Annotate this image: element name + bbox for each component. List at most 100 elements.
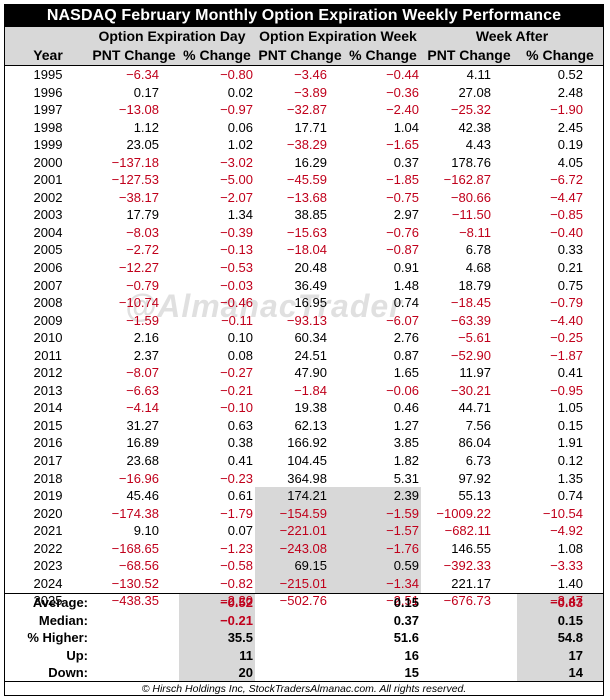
cell-w-pct: 0.87 [393, 347, 419, 363]
cell-d-pct: −0.27 [220, 365, 253, 381]
cell-d-pnt: −16.96 [118, 470, 159, 486]
cell-year: 2014 [33, 400, 63, 416]
header-column-row: Year PNT Change % Change PNT Change % Ch… [5, 46, 603, 66]
cell-d-pct: −0.97 [220, 102, 253, 118]
cell-w-pnt: 17.71 [294, 119, 327, 135]
cell-w-pnt: −1.84 [294, 382, 327, 398]
cell-a-pct: 2.45 [557, 119, 583, 135]
summary-value-w: 0.15 [393, 595, 419, 610]
cell-w-pct: −0.76 [386, 224, 419, 240]
cell-a-pnt: −162.87 [443, 172, 491, 188]
summary-label: Up: [66, 647, 88, 663]
cell-a-pnt: 4.68 [465, 260, 491, 276]
highlight-block-after-summary [517, 594, 603, 681]
table-row: 2019 45.46 0.61 174.21 2.39 55.13 0.74 [5, 487, 603, 505]
cell-d-pct: 0.08 [227, 347, 253, 363]
table-row: 2023 −68.56 −0.58 69.15 0.59 −392.33 −3.33 [5, 557, 603, 575]
cell-a-pct: −4.40 [550, 312, 583, 328]
summary-row: % Higher: 35.5 51.6 54.8 [5, 629, 603, 647]
cell-d-pct: 0.06 [227, 119, 253, 135]
cell-w-pct: −0.36 [386, 84, 419, 100]
cell-w-pct: −1.76 [386, 540, 419, 556]
cell-w-pnt: 364.98 [287, 470, 327, 486]
cell-year: 2004 [33, 224, 63, 240]
summary-value-a: 14 [568, 665, 583, 680]
cell-d-pct: −0.03 [220, 277, 253, 293]
cell-d-pnt: 1.12 [133, 119, 159, 135]
cell-a-pnt: 18.79 [458, 277, 491, 293]
cell-a-pnt: −676.73 [443, 593, 491, 609]
cell-w-pct: 2.39 [393, 488, 419, 504]
cell-d-pnt: 2.16 [133, 330, 159, 346]
cell-w-pnt: −38.29 [286, 137, 327, 153]
cell-year: 1996 [33, 84, 63, 100]
cell-w-pnt: 16.29 [294, 154, 327, 170]
table-row: 2005 −2.72 −0.13 −18.04 −0.87 6.78 0.33 [5, 241, 603, 259]
cell-w-pnt: 24.51 [294, 347, 327, 363]
cell-a-pnt: −25.32 [450, 102, 491, 118]
summary-label: Down: [48, 665, 88, 680]
cell-year: 2000 [33, 154, 63, 170]
cell-a-pnt: 4.11 [466, 67, 491, 82]
cell-w-pct: −1.85 [386, 172, 419, 188]
cell-d-pnt: −1.59 [126, 312, 159, 328]
cell-d-pct: −0.23 [220, 470, 253, 486]
cell-year: 2001 [33, 172, 63, 188]
cell-a-pnt: 7.56 [465, 417, 491, 433]
cell-year: 2013 [33, 382, 63, 398]
cell-d-pct: −0.10 [220, 400, 253, 416]
cell-w-pnt: −243.08 [279, 540, 327, 556]
cell-w-pct: −2.51 [386, 593, 419, 609]
table-row: 2025 −438.35 −2.20 −502.76 −2.51 −676.73 −3.47 [5, 592, 603, 610]
summary-value-d: 35.5 [227, 630, 253, 645]
cell-a-pnt: 6.78 [465, 242, 491, 258]
table-row: 2015 31.27 0.63 62.13 1.27 7.56 0.15 [5, 417, 603, 435]
cell-a-pct: 0.15 [557, 417, 583, 433]
cell-d-pct: 0.02 [227, 84, 253, 100]
table-row: 2002 −38.17 −2.07 −13.68 −0.75 −80.66 −4.47 [5, 189, 603, 207]
cell-year: 2016 [33, 435, 63, 451]
copyright-footer: © Hirsch Holdings Inc, StockTradersAlman… [5, 681, 603, 697]
cell-w-pnt: −18.04 [286, 242, 327, 258]
cell-a-pnt: −11.50 [451, 207, 491, 223]
cell-a-pct: −0.79 [550, 295, 583, 311]
summary-row: Up: 11 16 17 [5, 647, 603, 665]
cell-year: 2010 [33, 330, 63, 346]
cell-a-pnt: 6.73 [465, 453, 491, 469]
cell-w-pnt: −3.46 [294, 67, 327, 82]
cell-a-pct: 0.33 [557, 242, 583, 258]
cell-a-pnt: −5.61 [458, 330, 491, 346]
cell-a-pct: 0.74 [557, 488, 583, 504]
cell-d-pct: −2.20 [220, 593, 253, 609]
header-day-pnt: PNT Change [92, 47, 176, 63]
data-rows: 1995 −6.34 −0.80 −3.46 −0.44 4.11 0.52 1996 0.17… [5, 66, 603, 610]
cell-w-pnt: −32.87 [286, 102, 327, 118]
summary-value-a: 0.15 [557, 612, 583, 628]
cell-a-pct: −4.47 [550, 189, 583, 205]
cell-d-pnt: −168.65 [111, 540, 159, 556]
cell-w-pct: −1.34 [386, 575, 419, 591]
table-row: 1995 −6.34 −0.80 −3.46 −0.44 4.11 0.52 [5, 66, 603, 84]
cell-d-pnt: 45.46 [126, 488, 159, 504]
cell-d-pnt: −174.38 [111, 505, 159, 521]
cell-w-pnt: 16.95 [294, 295, 327, 311]
cell-year: 2023 [33, 558, 63, 574]
table-row: 2014 −4.14 −0.10 19.38 0.46 44.71 1.05 [5, 399, 603, 417]
cell-a-pnt: 97.92 [458, 470, 491, 486]
page-title: NASDAQ February Monthly Option Expiratio… [5, 5, 603, 27]
cell-a-pct: 0.75 [557, 277, 583, 293]
table-row: 2009 −1.59 −0.11 −93.13 −6.07 −63.39 −4.40 [5, 312, 603, 330]
cell-w-pnt: −502.76 [279, 593, 327, 609]
cell-d-pnt: 16.89 [126, 435, 159, 451]
header-after-pct: % Change [526, 47, 594, 63]
table-row: 2020 −174.38 −1.79 −154.59 −1.59 −1009.22 −10.… [5, 505, 603, 523]
cell-w-pct: −0.06 [386, 382, 419, 398]
cell-d-pnt: 2.37 [133, 347, 159, 363]
cell-year: 2012 [33, 365, 63, 381]
cell-year: 2021 [33, 523, 63, 539]
watermark: @AlmanacTrader [125, 288, 403, 324]
cell-w-pct: 0.91 [393, 260, 419, 276]
summary-value-a: 54.8 [557, 630, 583, 645]
summary-value-d: 20 [238, 665, 253, 680]
cell-w-pnt: 62.13 [294, 417, 327, 433]
